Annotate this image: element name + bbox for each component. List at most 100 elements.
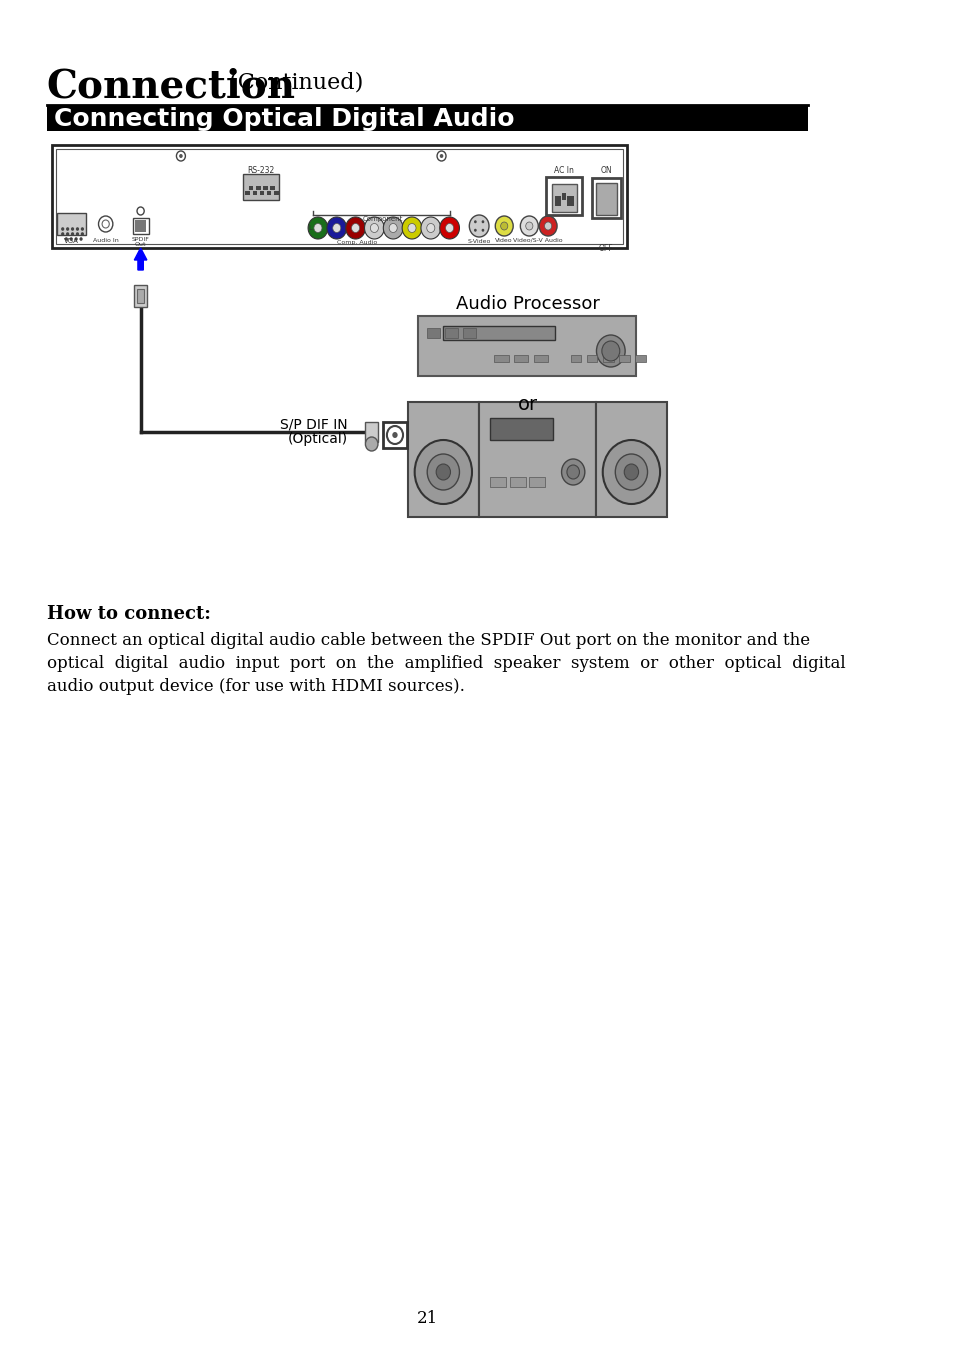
Circle shape [481,220,484,223]
Bar [595,402,666,517]
Text: Audio In: Audio In [92,238,118,243]
Text: ON: ON [599,166,612,176]
Circle shape [66,227,70,231]
Circle shape [415,440,472,504]
Circle shape [70,238,72,240]
Bar [534,355,548,362]
Bar [546,177,581,215]
Circle shape [351,224,359,232]
Circle shape [102,220,110,228]
Bar [137,289,144,302]
Bar [592,178,620,217]
Text: Connection: Connection [47,68,295,107]
Bar [242,174,278,200]
Bar [249,186,253,190]
Bar [134,285,147,306]
Circle shape [76,232,79,236]
Text: Connecting Optical Digital Audio: Connecting Optical Digital Audio [53,107,514,131]
Circle shape [176,151,185,161]
Circle shape [76,227,79,231]
Text: (Optical): (Optical) [287,432,347,446]
Circle shape [392,432,397,437]
Text: How to connect:: How to connect: [47,605,211,622]
Bar [383,423,406,448]
Bar [274,190,278,194]
Bar [417,316,636,377]
Text: (Continued): (Continued) [222,72,363,93]
Circle shape [387,427,402,444]
Text: Comp. Audio: Comp. Audio [336,240,377,244]
Bar [494,355,508,362]
Bar [551,184,577,212]
Bar [445,328,457,338]
Circle shape [561,459,584,485]
Bar [586,355,597,362]
Circle shape [71,232,74,236]
Bar [267,190,271,194]
Circle shape [365,437,377,451]
Circle shape [179,154,183,158]
Text: Out: Out [134,242,146,247]
Circle shape [408,224,416,232]
Circle shape [445,224,454,232]
Circle shape [525,221,533,230]
Circle shape [538,216,557,236]
Circle shape [427,454,459,490]
Bar [490,418,552,440]
Bar [567,196,573,207]
Circle shape [601,342,619,360]
Circle shape [98,216,112,232]
Text: Video/S-V Audio: Video/S-V Audio [513,238,562,243]
Text: Connect an optical digital audio cable between the SPDIF Out port on the monitor: Connect an optical digital audio cable b… [47,632,809,649]
Text: optical  digital  audio  input  port  on  the  amplified  speaker  system  or  o: optical digital audio input port on the … [47,655,844,672]
Circle shape [474,220,476,223]
Bar [271,186,274,190]
Text: 21: 21 [416,1310,437,1327]
Circle shape [333,224,340,232]
Circle shape [389,224,396,232]
Bar [555,196,560,207]
Circle shape [81,232,84,236]
Circle shape [426,224,435,232]
Circle shape [436,464,450,481]
Circle shape [615,454,647,490]
Bar [245,190,250,194]
Circle shape [420,217,440,239]
Text: Component: Component [362,216,402,221]
Text: SPDIF: SPDIF [132,238,150,242]
Text: L: L [309,225,313,231]
Bar [462,328,476,338]
Bar [427,328,439,338]
Circle shape [474,228,476,232]
Circle shape [79,238,83,240]
Bar [255,186,260,190]
Bar [263,186,268,190]
Circle shape [469,215,489,238]
Text: AC In: AC In [554,166,574,176]
Circle shape [314,224,322,232]
Text: RS-232: RS-232 [247,166,274,176]
Bar [602,355,613,362]
Bar [595,184,617,215]
Text: VGA: VGA [64,238,79,244]
Circle shape [71,227,74,231]
Circle shape [623,464,638,481]
Circle shape [61,227,64,231]
Circle shape [402,217,421,239]
Bar [55,148,622,244]
Bar [407,402,478,517]
Bar [47,105,807,131]
Circle shape [65,238,68,240]
Bar [478,402,595,517]
Circle shape [596,335,624,367]
Bar [514,355,528,362]
FancyArrow shape [134,248,147,270]
Bar [57,213,86,235]
Text: S-Video: S-Video [467,239,491,244]
Text: audio output device (for use with HDMI sources).: audio output device (for use with HDMI s… [47,678,464,695]
Bar [509,477,525,487]
Text: or: or [517,396,537,414]
Bar [570,355,580,362]
Circle shape [327,217,346,239]
Circle shape [544,221,551,230]
